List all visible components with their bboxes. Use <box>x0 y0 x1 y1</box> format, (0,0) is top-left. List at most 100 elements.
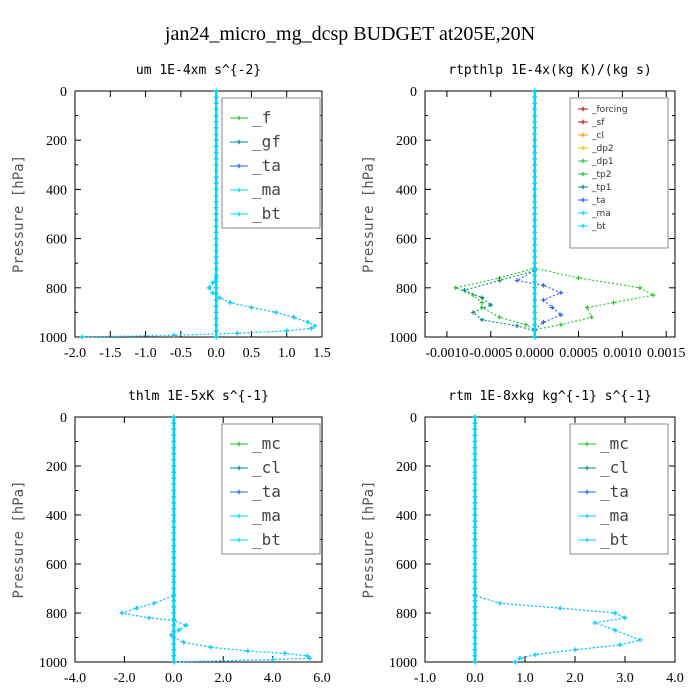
panel-1-point-ma <box>213 328 219 334</box>
panel-2-point-bt <box>532 248 537 254</box>
panel-2-point-bt <box>532 285 537 290</box>
panel-2-ytick-label: 800 <box>396 282 417 297</box>
panel-4-point-ma <box>472 616 478 622</box>
panel-2-point-bt <box>532 101 537 106</box>
panel-3-point-bt <box>183 623 189 628</box>
panel-2-point-bt <box>532 94 537 100</box>
panel-2-point-bt <box>532 199 537 204</box>
panel-2-legend-marker <box>580 106 586 112</box>
panel-2-ytick-label: 400 <box>396 183 417 198</box>
panel-2-point-bt <box>532 304 537 309</box>
panel-1-legend-label: _gf <box>252 132 281 151</box>
panel-1-legend-box <box>221 97 321 229</box>
panel-1-xtick-label: -1.0 <box>134 346 156 361</box>
panel-2-point-bt <box>532 174 537 180</box>
panel-4-legend-label: _ta <box>600 482 629 501</box>
panel-4-point-ma <box>472 629 478 634</box>
panel-2-title: rtpthlp 1E-4x(kg K)/(kg s) <box>448 63 652 78</box>
panel-2-ytick-label: 1000 <box>389 331 417 346</box>
panel-3-legend-label: _cl <box>252 458 281 477</box>
panel-2-point-ta <box>514 278 520 283</box>
panel-2-point-bt <box>532 261 537 266</box>
panel-3-point-ma <box>171 610 176 616</box>
panel-1-ytick-label: 200 <box>46 134 67 149</box>
panel-4-xtick-label: 1.0 <box>516 671 534 686</box>
panel-3-title: thlm 1E-5xK s^{-1} <box>128 389 269 404</box>
panel-2-point-dp1 <box>637 285 643 290</box>
panel-3-point-bt <box>146 615 152 621</box>
panel-2-point-ta <box>558 290 564 295</box>
panel-3-xtick-label: -2.0 <box>113 671 135 686</box>
panel-4-ylabel: Pressure [hPa] <box>361 480 377 598</box>
panel-2-point-bt <box>532 328 537 334</box>
panel-1-ytick-label: 400 <box>46 183 67 198</box>
panel-2-point-tp2 <box>453 285 458 290</box>
panel-3-legend-marker <box>236 513 242 519</box>
panel-2-point-bt <box>532 205 537 211</box>
panel-4-legend-label: _mc <box>600 434 629 453</box>
panel-3-ytick-label: 200 <box>46 460 67 475</box>
panel-4-xtick-label: 3.0 <box>616 671 634 686</box>
panel-2-ytick-label: 600 <box>396 233 417 248</box>
panel-2-point-bt <box>532 119 537 124</box>
panel-2-legend-label: _forcing <box>591 105 628 115</box>
panel-2-ylabel: Pressure [hPa] <box>361 155 377 273</box>
panel-3-point-bt <box>171 635 176 640</box>
panel-1-point-bt <box>213 88 219 94</box>
panel-2-point-bt <box>532 267 537 272</box>
panel-4-ytick-label: 1000 <box>389 656 417 671</box>
panel-2-point-bt <box>532 88 537 94</box>
panel-2-point-bt <box>532 150 537 155</box>
panel-2-xtick-label: 0.0005 <box>559 346 598 361</box>
panel-3-ytick-label: 400 <box>46 509 67 524</box>
panel-4-point-bt <box>512 659 518 665</box>
panel-1-point-bt <box>210 290 215 295</box>
panel-4-ytick-label: 800 <box>396 607 417 622</box>
panel-2-legend-label: _ta <box>591 196 606 206</box>
panel-1-xtick-label: -0.5 <box>170 346 192 361</box>
panel-2-point-bt <box>532 168 537 174</box>
panel-2-point-dp1 <box>611 300 616 305</box>
panel-3-point-bt <box>270 657 275 662</box>
panel-3-legend-marker <box>236 441 242 447</box>
panel-2-legend-marker <box>580 119 586 125</box>
panel-2-legend-marker <box>580 210 586 216</box>
panel-4-point-bt <box>557 605 563 611</box>
panel-4-ytick-label: 200 <box>396 460 417 475</box>
panel-2-legend-marker <box>580 145 586 151</box>
panel-4-point-ma <box>472 641 478 646</box>
panel-2-xtick-label: 0.0000 <box>515 346 554 361</box>
panel-1-xtick-label: 0.0 <box>207 346 225 361</box>
panel-1-legend-label: _f <box>252 108 271 127</box>
panel-2-point-bt <box>532 156 537 161</box>
panel-2-point-bt <box>532 254 537 260</box>
panel-3-ytick-label: 600 <box>46 558 67 573</box>
panel-2-point-bt <box>532 211 537 217</box>
panel-1-ytick-label: 0 <box>60 85 67 100</box>
panel-2-point-bt <box>532 193 537 198</box>
panel-3-legend-label: _ta <box>252 482 281 501</box>
panel-4-point-ma <box>472 653 478 659</box>
panel-2-point-bt <box>532 125 537 131</box>
panel-4-xtick-label: -1.0 <box>414 671 436 686</box>
panel-3-point-ma <box>171 653 176 659</box>
panel-4-point-ma <box>472 635 478 640</box>
panel-2-point-ta <box>549 305 555 310</box>
panel-2-ytick-label: 200 <box>396 134 417 149</box>
panel-2-point-bt <box>532 144 537 149</box>
panel-4-legend-label: _ma <box>600 506 629 525</box>
panel-2-legend-label: _dp2 <box>591 144 614 154</box>
panel-4-legend-label: _cl <box>600 458 629 477</box>
panel-1-point-ma <box>213 279 219 284</box>
panel-2-point-bt <box>532 236 537 241</box>
panel-1-point-ma <box>213 297 219 303</box>
panel-2-point-bt <box>532 131 537 137</box>
panel-2-point-bt <box>532 242 537 247</box>
panel-4-point-bt <box>572 647 578 652</box>
panel-3-point-bt <box>169 632 174 638</box>
panel-2-xtick-label: 0.0010 <box>603 346 642 361</box>
panel-1-xtick-label: 1.5 <box>313 346 331 361</box>
panel-3-point-bt <box>171 659 176 665</box>
panel-2-ytick-label: 0 <box>410 85 417 100</box>
panel-2-point-ta <box>541 283 546 288</box>
